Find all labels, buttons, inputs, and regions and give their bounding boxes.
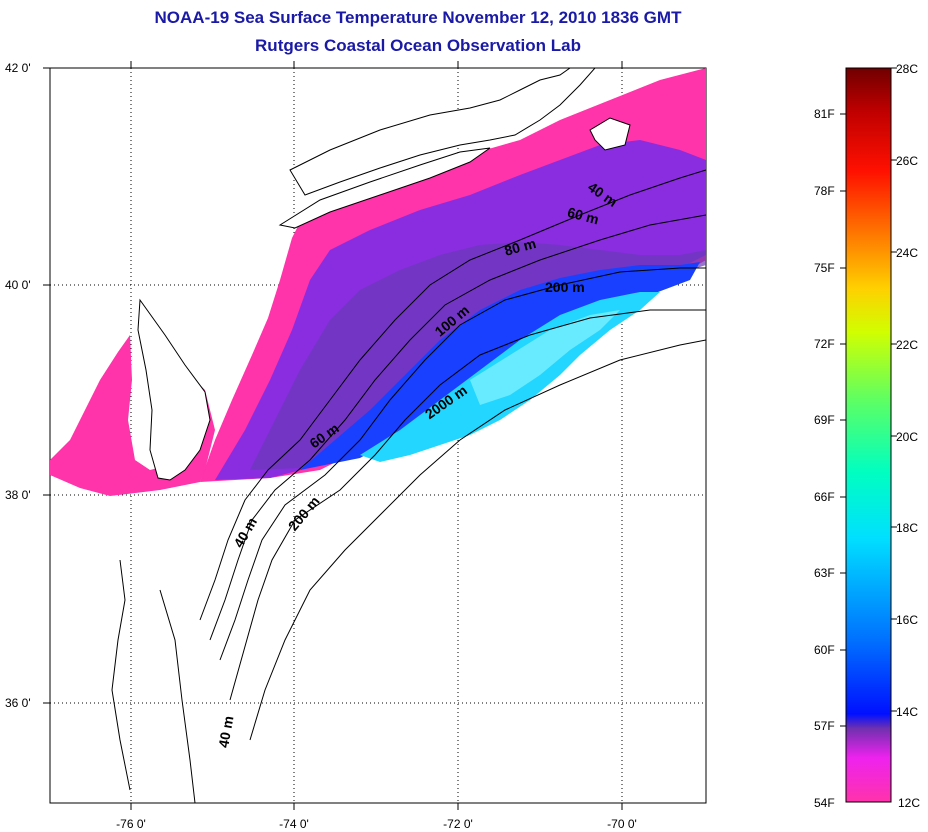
lat-tick-label: 36 0' bbox=[5, 696, 31, 710]
colorbar-ticks bbox=[840, 67, 897, 727]
colorbar-f-label: 60F bbox=[814, 643, 835, 657]
contour-label: 40 m bbox=[215, 715, 236, 749]
colorbar-f-label: 72F bbox=[814, 337, 835, 351]
colorbar-f-label: 78F bbox=[814, 184, 835, 198]
colorbar-f-label: 81F bbox=[814, 107, 835, 121]
sst-shelf-darkpurple bbox=[250, 242, 706, 470]
new-england-coast bbox=[289, 68, 596, 196]
colorbar-c-label: 14C bbox=[896, 705, 918, 719]
colorbar-f-label: 66F bbox=[814, 490, 835, 504]
colorbar-c-label: 16C bbox=[896, 613, 918, 627]
contour-label: 60 m bbox=[566, 204, 601, 228]
colorbar-c-label: 22C bbox=[896, 338, 918, 352]
colorbar bbox=[845, 67, 892, 803]
lat-tick-label: 38 0' bbox=[5, 488, 31, 502]
colorbar-f-label: 54F bbox=[814, 796, 835, 810]
colorbar-c-label: 12C bbox=[898, 796, 920, 810]
bathymetry-contours bbox=[111, 169, 706, 803]
axis-ticks bbox=[43, 61, 623, 810]
colorbar-c-label: 28C bbox=[896, 62, 918, 76]
sst-offshore-aqua bbox=[470, 310, 620, 405]
lon-tick-label: -72 0' bbox=[443, 817, 473, 831]
colorbar-f-label: 63F bbox=[814, 566, 835, 580]
lon-tick-label: -76 0' bbox=[116, 817, 146, 831]
lat-tick-label: 40 0' bbox=[5, 278, 31, 292]
colorbar-c-label: 26C bbox=[896, 154, 918, 168]
delmarva-land bbox=[137, 298, 211, 481]
map-subtitle: Rutgers Coastal Ocean Observation Lab bbox=[255, 36, 581, 55]
colorbar-c-label: 18C bbox=[896, 521, 918, 535]
colorbar-f-label: 69F bbox=[814, 413, 835, 427]
colorbar-c-label: 24C bbox=[896, 246, 918, 260]
colorbar-c-label: 20C bbox=[896, 430, 918, 444]
lon-tick-label: -70 0' bbox=[607, 817, 637, 831]
contour-label: 80 m bbox=[503, 235, 538, 259]
colorbar-f-label: 75F bbox=[814, 261, 835, 275]
contour-label: 200 m bbox=[545, 279, 585, 295]
map-title: NOAA-19 Sea Surface Temperature November… bbox=[154, 8, 682, 27]
colorbar-f-label: 57F bbox=[814, 719, 835, 733]
lat-tick-label: 42 0' bbox=[5, 61, 31, 75]
cape-cod bbox=[589, 117, 631, 151]
sst-slope-blue bbox=[300, 262, 700, 470]
lon-tick-label: -74 0' bbox=[279, 817, 309, 831]
long-island bbox=[278, 147, 491, 229]
